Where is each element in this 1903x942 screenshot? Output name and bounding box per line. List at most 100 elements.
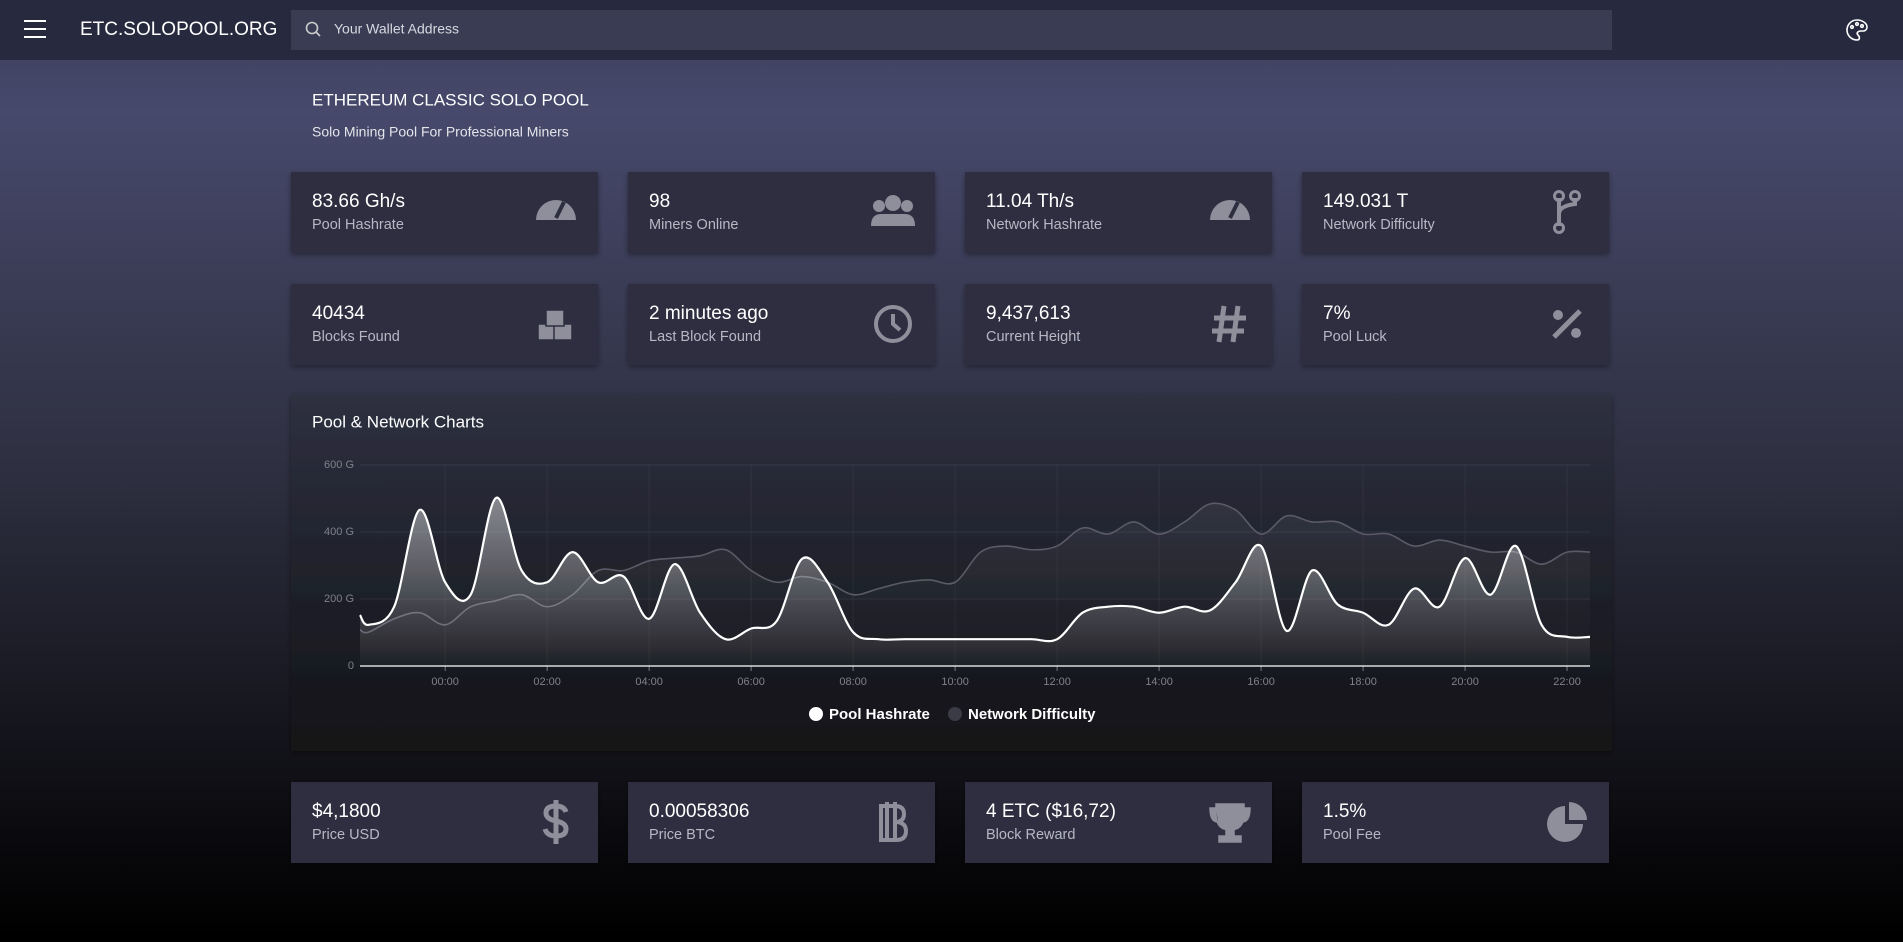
stat-card-bg (965, 284, 1272, 365)
stat-label: Pool Hashrate (312, 217, 404, 233)
theme-button[interactable] (1846, 19, 1868, 41)
legend-item[interactable]: Pool Hashrate (809, 706, 930, 723)
stat-label: Block Reward (986, 827, 1075, 843)
stat-label: Current Height (986, 329, 1080, 345)
icon-shape (1210, 200, 1250, 220)
page-title: ETHEREUM CLASSIC SOLO POOL (312, 90, 589, 109)
stat-label: Price USD (312, 827, 380, 843)
stat-label: Last Block Found (649, 329, 761, 345)
search-box[interactable] (291, 10, 1612, 50)
stat-icon (879, 802, 909, 842)
stat-label: Blocks Found (312, 329, 400, 345)
icon-shape (891, 314, 902, 332)
icon-shape (1553, 190, 1565, 202)
icon-shape (536, 200, 576, 220)
stat-card-bg (1302, 284, 1609, 365)
stat-card: 7% Pool Luck (1302, 284, 1609, 365)
search-icon (305, 21, 321, 37)
stat-icon (536, 200, 576, 220)
icon-shape (1569, 802, 1587, 820)
stat-card: 0.00058306 Price BTC (628, 782, 935, 863)
stat-value: $4,1800 (312, 801, 381, 822)
icon-shape (1553, 222, 1565, 234)
stat-value: 98 (649, 191, 670, 212)
menu-button[interactable] (24, 20, 46, 38)
icon-shape (545, 309, 565, 327)
stat-label: Pool Fee (1323, 827, 1381, 843)
y-tick-label: 400 G (324, 526, 354, 538)
stat-icon (1547, 802, 1587, 842)
stat-card: 11.04 Th/s Network Hashrate (965, 172, 1272, 253)
stat-value: 4 ETC ($16,72) (986, 801, 1116, 822)
stat-value: 7% (1323, 303, 1351, 324)
stat-value: 1.5% (1323, 801, 1366, 822)
stat-value: 0.00058306 (649, 801, 749, 822)
stat-card: 149.031 T Network Difficulty (1302, 172, 1609, 253)
x-tick-label: 08:00 (839, 676, 867, 688)
legend-item[interactable]: Network Difficulty (948, 706, 1096, 723)
x-tick-label: 14:00 (1145, 676, 1173, 688)
x-tick-label: 02:00 (533, 676, 561, 688)
stat-icon (1210, 200, 1250, 220)
icon-shape (542, 800, 569, 844)
page-subtitle: Solo Mining Pool For Professional Miners (312, 124, 569, 140)
stat-icon (1553, 190, 1581, 234)
icon-shape (1547, 806, 1583, 842)
stat-label: Network Hashrate (986, 217, 1102, 233)
stat-card-bg (628, 782, 935, 863)
stat-card: 4 ETC ($16,72) Block Reward (965, 782, 1272, 863)
search-placeholder: Your Wallet Address (334, 21, 459, 37)
stat-value: 40434 (312, 303, 365, 324)
icon-shape (1569, 190, 1581, 202)
x-tick-label: 16:00 (1247, 676, 1275, 688)
stat-card: 83.66 Gh/s Pool Hashrate (291, 172, 598, 253)
icon-shape (1212, 305, 1246, 343)
stat-icon (1552, 309, 1582, 339)
x-tick-label: 22:00 (1553, 676, 1581, 688)
stat-label: Miners Online (649, 217, 738, 233)
icon-shape (874, 305, 912, 343)
legend-label: Network Difficulty (968, 706, 1096, 723)
stat-value: 9,437,613 (986, 303, 1071, 324)
legend-label: Pool Hashrate (829, 706, 930, 723)
legend-marker (948, 707, 962, 721)
stat-card-bg (628, 172, 935, 253)
stat-value: 2 minutes ago (649, 303, 768, 324)
stat-value: 11.04 Th/s (986, 191, 1074, 212)
icon-shape (885, 195, 901, 211)
stat-icon (1209, 803, 1251, 843)
series-area (360, 497, 1590, 666)
stat-card-bg (1302, 172, 1609, 253)
stat-card: 98 Miners Online (628, 172, 935, 253)
icon-shape (879, 802, 909, 842)
y-tick-label: 600 G (324, 459, 354, 471)
x-tick-label: 12:00 (1043, 676, 1071, 688)
icon-shape (1571, 328, 1581, 338)
series-line (359, 496, 1591, 643)
stat-card: 2 minutes ago Last Block Found (628, 284, 935, 365)
brand[interactable]: ETC.SOLOPOOL.ORG (80, 19, 277, 40)
stat-icon (542, 800, 569, 844)
stat-icon (1212, 305, 1246, 343)
stat-icon (874, 305, 912, 343)
stat-label: Price BTC (649, 827, 715, 843)
stat-card: 1.5% Pool Fee (1302, 782, 1609, 863)
x-tick-label: 18:00 (1349, 676, 1377, 688)
stat-label: Pool Luck (1323, 329, 1387, 345)
stat-icon (537, 309, 573, 341)
icon-shape (1557, 198, 1577, 226)
stat-card-bg (628, 284, 935, 365)
x-tick-label: 04:00 (635, 676, 663, 688)
stat-value: 149.031 T (1323, 191, 1409, 212)
icon-shape (871, 214, 915, 226)
icon-shape (1553, 310, 1563, 320)
stat-value: 83.66 Gh/s (312, 191, 405, 212)
stat-card: 9,437,613 Current Height (965, 284, 1272, 365)
icon-shape (901, 200, 913, 212)
icon-shape (1209, 803, 1251, 843)
stat-card: 40434 Blocks Found (291, 284, 598, 365)
y-tick-label: 0 (348, 660, 354, 672)
icon-shape (873, 200, 885, 212)
